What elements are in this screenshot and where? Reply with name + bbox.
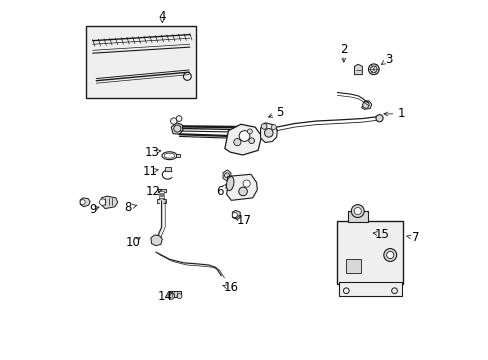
Text: 14: 14	[157, 289, 172, 303]
Bar	[159, 196, 164, 198]
Polygon shape	[80, 198, 90, 207]
Circle shape	[362, 102, 368, 108]
Bar	[164, 167, 170, 171]
Circle shape	[247, 129, 252, 134]
Bar	[159, 198, 164, 200]
Circle shape	[239, 131, 249, 141]
Bar	[159, 192, 164, 193]
Circle shape	[353, 207, 361, 215]
Bar	[169, 291, 181, 297]
Circle shape	[367, 64, 378, 75]
Circle shape	[383, 249, 396, 261]
Circle shape	[173, 125, 181, 132]
Text: 8: 8	[124, 201, 132, 214]
Circle shape	[170, 118, 177, 124]
Bar	[85, 26, 196, 98]
Bar	[347, 211, 367, 222]
Ellipse shape	[226, 176, 233, 191]
Bar	[339, 282, 401, 296]
Circle shape	[168, 293, 174, 299]
Circle shape	[271, 125, 276, 130]
Polygon shape	[226, 174, 257, 201]
Circle shape	[370, 66, 376, 72]
Text: 7: 7	[411, 231, 418, 244]
Bar	[158, 189, 165, 192]
Circle shape	[248, 138, 254, 144]
Text: 6: 6	[216, 185, 224, 198]
Circle shape	[386, 251, 393, 258]
Circle shape	[233, 139, 241, 146]
Text: 2: 2	[339, 43, 347, 56]
Text: 9: 9	[89, 203, 96, 216]
Text: 13: 13	[144, 146, 159, 159]
Circle shape	[350, 204, 364, 217]
Circle shape	[261, 123, 266, 129]
Bar	[346, 258, 360, 273]
Polygon shape	[361, 101, 371, 109]
Text: 11: 11	[142, 165, 157, 177]
Polygon shape	[232, 210, 240, 219]
Polygon shape	[224, 124, 261, 155]
Text: 3: 3	[385, 53, 392, 66]
Text: 10: 10	[125, 236, 140, 249]
Text: 17: 17	[236, 213, 251, 226]
Text: 1: 1	[396, 107, 404, 120]
Polygon shape	[151, 235, 162, 246]
Circle shape	[99, 199, 106, 205]
Circle shape	[80, 200, 85, 204]
Polygon shape	[223, 170, 230, 181]
Text: 5: 5	[275, 105, 283, 119]
Circle shape	[176, 116, 182, 121]
Polygon shape	[354, 64, 362, 75]
Circle shape	[177, 294, 182, 298]
Circle shape	[232, 212, 237, 217]
Bar	[157, 199, 166, 203]
Text: 4: 4	[158, 10, 166, 23]
Text: 15: 15	[374, 228, 388, 241]
Bar	[159, 194, 164, 195]
Text: 16: 16	[223, 282, 238, 294]
Circle shape	[375, 114, 382, 122]
Circle shape	[264, 129, 272, 137]
Polygon shape	[260, 123, 277, 143]
Circle shape	[224, 173, 229, 178]
Circle shape	[243, 180, 250, 187]
Bar	[176, 154, 180, 157]
Polygon shape	[100, 196, 118, 208]
Circle shape	[238, 187, 247, 196]
Text: 12: 12	[145, 185, 161, 198]
Bar	[337, 221, 403, 284]
Polygon shape	[171, 123, 183, 134]
